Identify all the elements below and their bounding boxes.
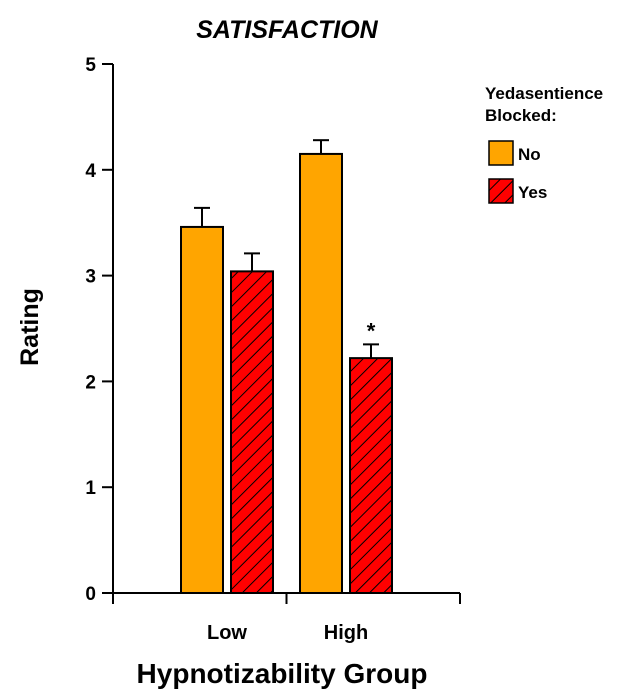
y-tick-label: 4: [85, 161, 96, 182]
legend-label-yes: Yes: [518, 183, 547, 202]
x-tick-label: High: [324, 622, 368, 644]
bar: [180, 225, 224, 594]
y-tick-label: 2: [85, 372, 96, 393]
legend-label-no: No: [518, 145, 541, 164]
y-axis-label: Rating: [16, 288, 44, 366]
legend-title-line-2: Blocked:: [485, 106, 557, 125]
x-tick-label: Low: [207, 622, 247, 644]
y-tick-label: 1: [85, 478, 96, 499]
x-axis-label: Hypnotizability Group: [137, 658, 428, 689]
legend-swatch-yes: [488, 178, 514, 204]
bar: [299, 152, 343, 594]
bar: [349, 357, 393, 594]
y-tick-label: 3: [85, 267, 96, 288]
bar: [230, 270, 274, 594]
legend-swatch-no: [488, 140, 514, 166]
legend-title-line-1: Yedasentience: [485, 84, 603, 103]
y-tick-label: 5: [85, 55, 96, 76]
significance-marker: *: [367, 318, 376, 343]
legend: Yedasentience Blocked: No Yes: [485, 84, 603, 204]
y-tick-label: 0: [85, 584, 96, 605]
plot-area: 0 1 2 3 4 5 Low High *: [85, 55, 461, 644]
chart-title: SATISFACTION: [196, 16, 378, 44]
